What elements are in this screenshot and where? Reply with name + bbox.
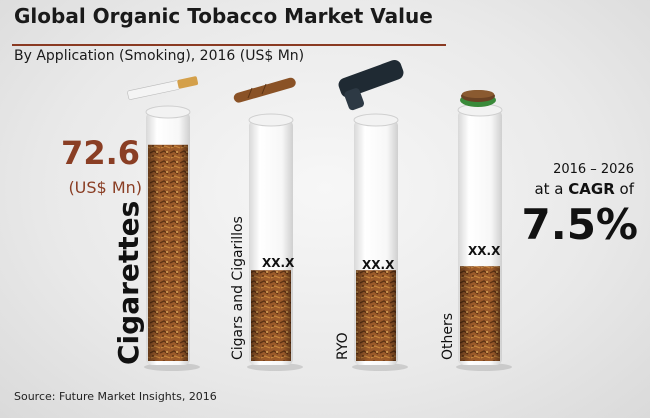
cigar-icon	[233, 77, 296, 103]
tube-cigars-and-cigarillos	[248, 113, 294, 365]
chart-title: Global Organic Tobacco Market Value	[14, 4, 433, 28]
tobacco-can-icon	[460, 90, 496, 107]
chart-subtitle: By Application (Smoking), 2016 (US$ Mn)	[14, 48, 305, 64]
cagr-value: 7.5%	[521, 200, 638, 249]
bar-fill-shade-0	[148, 144, 188, 361]
tube-cap	[145, 105, 191, 119]
cagr-period: 2016 – 2026	[553, 162, 634, 177]
highlight-unit: (US$ Mn)	[68, 178, 142, 197]
bar-fill-shade-3	[460, 266, 500, 361]
category-label-others: Others	[440, 312, 456, 360]
tube-cigarettes	[145, 105, 191, 365]
tube-others	[457, 103, 503, 365]
tube-cap	[248, 113, 294, 127]
tube-cap	[353, 113, 399, 127]
source-note: Source: Future Market Insights, 2016	[14, 390, 217, 403]
category-label-ryo: RYO	[335, 332, 351, 360]
bar-fill-shade-2	[356, 270, 396, 361]
bar-fill-shade-1	[251, 270, 291, 361]
category-label-cigarettes: Cigarettes	[112, 200, 145, 365]
category-label-cigars: Cigars and Cigarillos	[230, 216, 246, 360]
rolling-machine-icon	[338, 60, 404, 111]
cagr-caption: at a CAGR of	[534, 180, 634, 198]
title-underline	[12, 44, 446, 46]
cigarette-icon	[127, 76, 199, 100]
value-label-others: XX.X	[468, 244, 501, 258]
highlight-value: 72.6	[61, 134, 140, 172]
value-label-cigars: XX.X	[262, 256, 295, 270]
value-label-ryo: XX.X	[362, 258, 395, 272]
tube-ryo	[353, 113, 399, 365]
